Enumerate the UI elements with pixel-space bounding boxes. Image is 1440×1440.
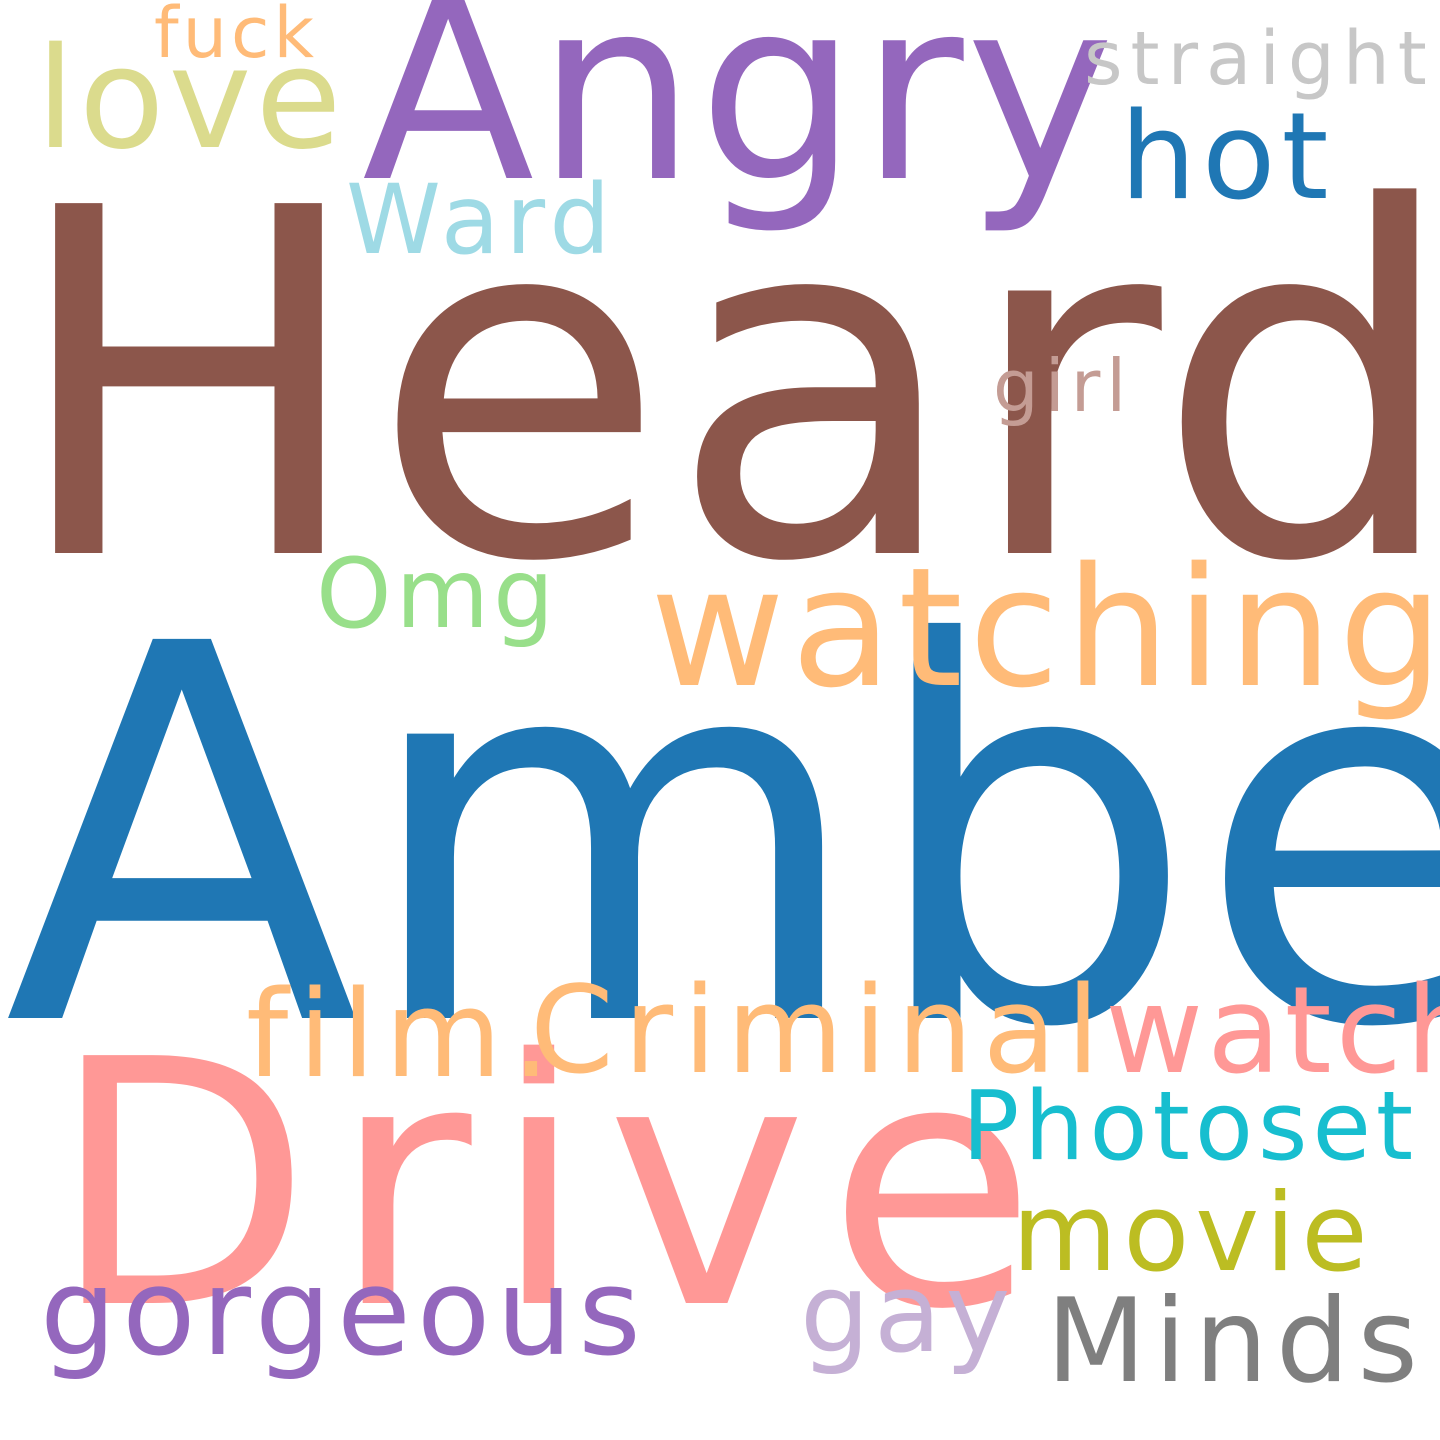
word-hot: hot (1120, 88, 1335, 227)
word-watch: watch (1105, 962, 1440, 1101)
word-angry: Angry (362, 0, 1117, 238)
word-amber: Amber (4, 535, 1440, 1141)
word-fuck: fuck (154, 0, 319, 74)
word-omg: Omg (316, 538, 559, 650)
word-minds: Minds (1046, 1274, 1426, 1409)
word-heard: Heard (8, 108, 1440, 667)
word-movie: movie (1012, 1171, 1374, 1296)
word-love: love (36, 18, 346, 181)
word-gay: gay (800, 1249, 1015, 1377)
word-film: film. (246, 966, 560, 1105)
word-criminal: Criminal (530, 962, 1110, 1101)
word-photoset: Photoset (962, 1072, 1419, 1182)
word-straight: straight (1084, 16, 1435, 102)
word-drive: Drive (50, 988, 1057, 1384)
word-girl: girl (993, 344, 1133, 428)
word-ward: Ward (346, 164, 617, 276)
word-watching: watching (650, 532, 1440, 724)
word-gorgeous: gorgeous (40, 1244, 647, 1383)
